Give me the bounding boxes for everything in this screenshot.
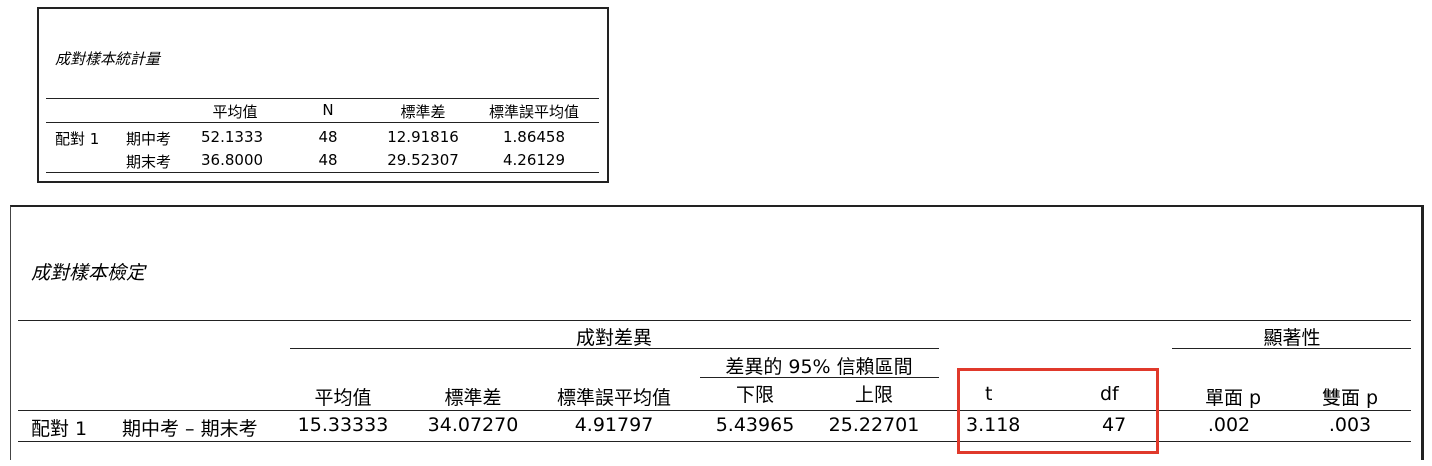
table2-header-lower: 下限: [735, 384, 775, 406]
table2-row-t: 3.118: [966, 414, 1021, 436]
table2-header-rule-top: [18, 320, 1411, 321]
table2-row-one-sided-p: .002: [1207, 414, 1251, 436]
table1-header-rule-bottom: [46, 122, 599, 123]
table2-bottom-rule: [18, 441, 1411, 442]
table1-header-n: N: [322, 101, 334, 119]
table1-pair-label: 配對 1: [55, 130, 100, 148]
table2-row-two-sided-p: .003: [1328, 414, 1372, 436]
paired-diff-underline: [290, 348, 939, 349]
table2-header-se: 標準誤平均值: [556, 387, 672, 409]
table1-row-se: 4.26129: [502, 151, 566, 169]
table2-row-df: 47: [1102, 414, 1127, 436]
table1-header-se: 標準誤平均值: [488, 103, 580, 121]
table1-header-mean: 平均值: [212, 103, 258, 121]
table2-header-t: t: [985, 383, 993, 405]
table1-row-mean: 36.8000: [201, 151, 264, 169]
table2-header-two-sided-p: 雙面 p: [1321, 387, 1379, 409]
table1-row-n: 48: [318, 128, 338, 146]
statistics-table-title: 成對樣本統計量: [55, 50, 161, 68]
table1-row-n: 48: [318, 151, 338, 169]
significance-underline: [1172, 348, 1411, 349]
table1-row-sd: 29.52307: [387, 151, 459, 169]
table1-row-se: 1.86458: [502, 128, 566, 146]
table1-row-sd: 12.91816: [387, 128, 459, 146]
table1-bottom-rule: [46, 172, 599, 173]
significance-header: 顯著性: [1263, 327, 1321, 349]
table2-row-se: 4.91797: [574, 414, 654, 436]
paired-differences-header: 成對差異: [575, 327, 653, 349]
table1-row-name: 期中考: [126, 130, 172, 148]
highlight-box: [957, 368, 1159, 454]
table2-row-sd: 34.07270: [427, 414, 519, 436]
table1-row-mean: 52.1333: [201, 128, 264, 146]
confidence-interval-header: 差異的 95% 信賴區間: [725, 356, 913, 378]
ci-underline: [700, 377, 939, 378]
table2-row-mean: 15.33333: [297, 414, 389, 436]
table2-header-one-sided-p: 單面 p: [1204, 387, 1262, 409]
table2-pair-label: 配對 1: [31, 418, 88, 440]
table2-header-rule-bottom: [18, 410, 1411, 411]
table2-row-label: 期中考 – 期末考: [122, 418, 258, 440]
test-table-title: 成對樣本檢定: [31, 262, 146, 284]
table2-row-lower: 5.43965: [715, 414, 795, 436]
statistics-table-frame: [37, 7, 609, 183]
table1-header-sd: 標準差: [400, 103, 446, 121]
table1-header-rule-top: [46, 98, 599, 99]
table2-header-upper: 上限: [854, 384, 894, 406]
table2-header-mean: 平均值: [314, 387, 372, 409]
table2-row-upper: 25.22701: [828, 414, 920, 436]
test-table-frame: [10, 205, 1424, 460]
table2-header-sd: 標準差: [444, 387, 502, 409]
table2-header-df: df: [1100, 383, 1119, 405]
table1-row-name: 期末考: [126, 153, 172, 171]
